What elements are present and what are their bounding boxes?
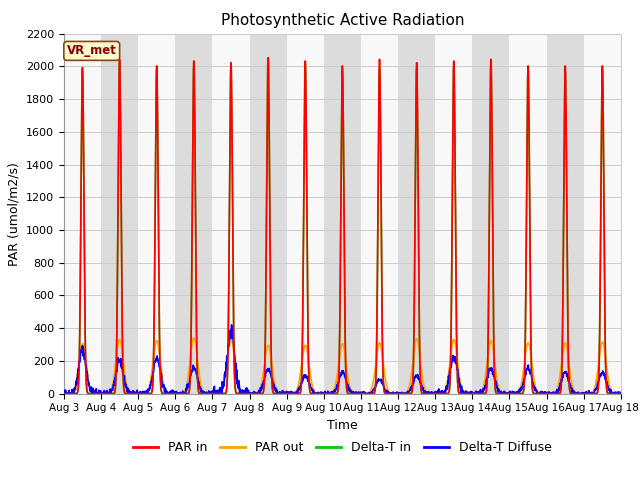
Bar [509,34,547,394]
Y-axis label: PAR (umol/m2/s): PAR (umol/m2/s) [8,162,20,265]
Bar [361,34,398,394]
Bar [138,34,175,394]
Text: VR_met: VR_met [67,44,116,58]
Bar [287,34,324,394]
Bar [398,34,435,394]
Bar [101,34,138,394]
Bar [435,34,472,394]
Bar [212,34,250,394]
Bar [547,34,584,394]
Title: Photosynthetic Active Radiation: Photosynthetic Active Radiation [221,13,464,28]
Bar [175,34,212,394]
Legend: PAR in, PAR out, Delta-T in, Delta-T Diffuse: PAR in, PAR out, Delta-T in, Delta-T Dif… [129,436,556,459]
Bar [324,34,361,394]
Bar [472,34,509,394]
Bar [250,34,287,394]
X-axis label: Time: Time [327,419,358,432]
Bar [584,34,621,394]
Bar [64,34,101,394]
